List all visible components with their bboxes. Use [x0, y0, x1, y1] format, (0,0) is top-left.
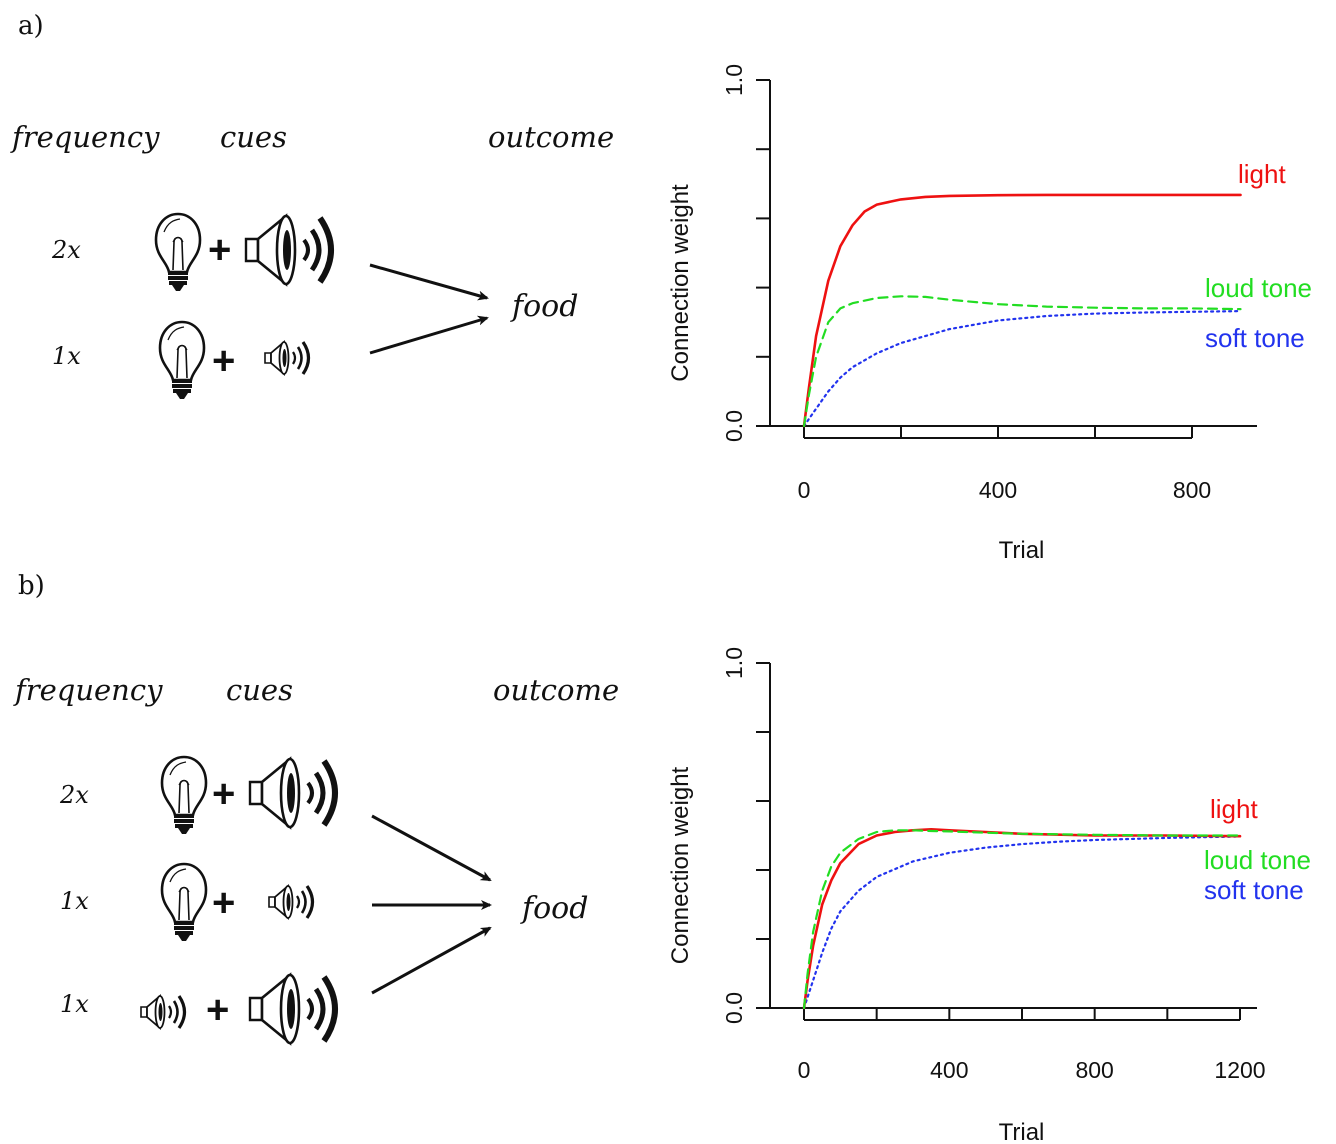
series-label-soft-tone: soft tone [1204, 875, 1304, 905]
arrow [369, 315, 489, 355]
panel-label-b: b) [18, 571, 45, 601]
y-tick-label: 0.0 [721, 992, 747, 1024]
series-line-soft-tone [802, 310, 1242, 428]
panel-a: a) frequency cues outcome 2x + 1x + food… [10, 11, 1312, 564]
chart-a: 0 400 800 0.0 1.0 Trial Connection weight light… [667, 64, 1312, 564]
row-frequency: 1x [60, 990, 89, 1018]
soft-speaker-icon [263, 340, 311, 376]
series-label-loud-tone: loud tone [1205, 273, 1312, 303]
x-tick-label: 1200 [1214, 1057, 1265, 1083]
y-tick-label: 1.0 [721, 647, 747, 679]
x-tick-label: 400 [930, 1057, 968, 1083]
x-tick-label: 0 [798, 1057, 811, 1083]
plus-sign: + [208, 228, 231, 272]
light-bulb-icon [160, 862, 208, 943]
light-bulb-icon [160, 755, 208, 836]
outcome-food: food [520, 891, 588, 926]
x-tick-label: 400 [979, 477, 1017, 503]
series-label-light: light [1210, 794, 1258, 824]
header-frequency: frequency [10, 120, 160, 154]
header-cues: cues [220, 120, 287, 154]
series-label-soft-tone: soft tone [1205, 323, 1305, 353]
row-frequency: 1x [60, 887, 89, 915]
outcome-food: food [510, 289, 578, 324]
plus-sign: + [212, 339, 235, 383]
plus-sign: + [212, 772, 235, 816]
light-bulb-icon [158, 320, 206, 401]
loud-speaker-icon [250, 975, 335, 1043]
header-outcome: outcome [488, 120, 614, 154]
y-tick-label: 1.0 [721, 64, 747, 96]
row-frequency: 2x [59, 781, 89, 809]
y-axis-label: Connection weight [667, 766, 694, 964]
loud-speaker-icon [250, 759, 335, 827]
panel-label-a: a) [18, 11, 44, 41]
x-tick-label: 800 [1075, 1057, 1113, 1083]
plus-sign: + [212, 881, 235, 925]
x-tick-label: 800 [1173, 477, 1211, 503]
row-frequency: 2x [51, 236, 81, 264]
x-axis-label: Trial [999, 1119, 1045, 1144]
arrow [369, 263, 489, 301]
chart-b: 0 400 800 1200 0.0 1.0 Trial Connection weight l… [667, 647, 1311, 1144]
panel-b: b) frequency cues outcome 2x + 1x + 1x +… [13, 571, 1311, 1144]
series-label-loud-tone: loud tone [1204, 845, 1311, 875]
series-label-light: light [1238, 159, 1286, 189]
y-tick-label: 0.0 [721, 410, 747, 442]
arrow [371, 926, 492, 995]
soft-speaker-icon [267, 884, 315, 920]
plus-sign: + [206, 988, 229, 1032]
series-line-light [802, 193, 1242, 428]
series-line-loud-tone [802, 295, 1242, 428]
row-frequency: 1x [52, 342, 81, 370]
y-axis-label: Connection weight [667, 184, 694, 382]
x-tick-label: 0 [798, 477, 811, 503]
light-bulb-icon [154, 212, 202, 293]
series-line-loud-tone [802, 829, 1242, 1010]
header-frequency: frequency [13, 673, 163, 707]
x-axis-label: Trial [999, 537, 1045, 564]
soft-speaker-icon [139, 994, 187, 1030]
series-line-light [802, 827, 1242, 1010]
header-outcome: outcome [493, 673, 619, 707]
header-cues: cues [226, 673, 293, 707]
series-line-soft-tone [802, 835, 1242, 1010]
arrow [371, 814, 492, 882]
loud-speaker-icon [246, 216, 331, 284]
